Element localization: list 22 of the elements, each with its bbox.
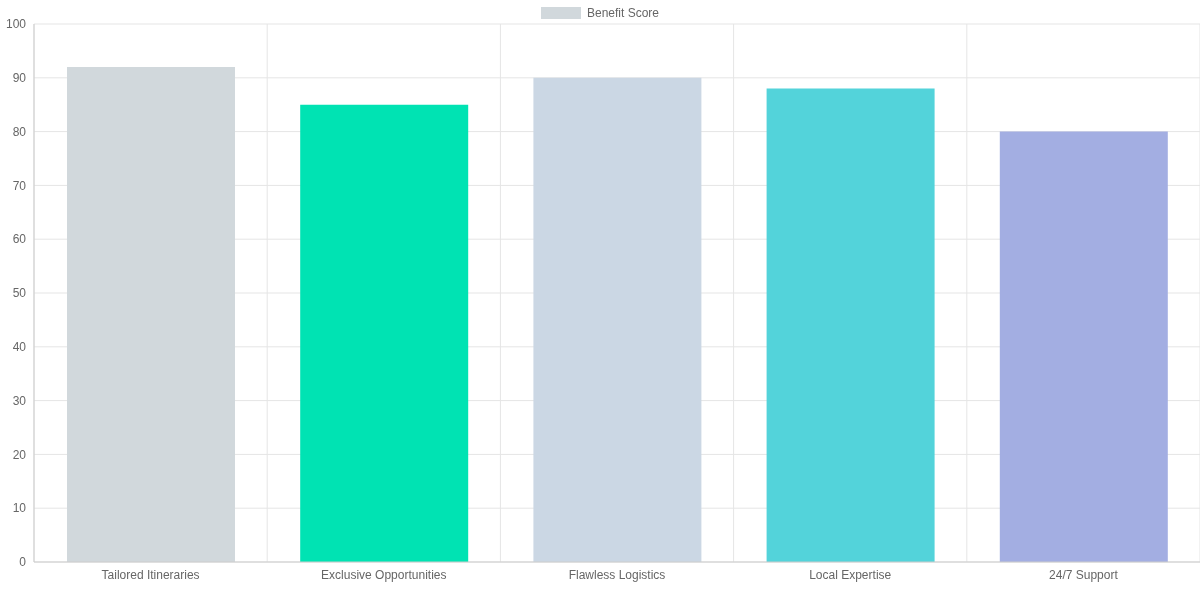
y-tick-label: 70 [12,178,27,193]
y-tick-label: 20 [12,447,27,462]
y-tick-label: 40 [12,340,27,355]
y-tick-label: 30 [12,393,27,408]
bar [999,131,1168,562]
y-tick-label: 60 [12,232,27,247]
bar [67,67,235,562]
y-tick-label: 90 [12,71,27,86]
bar [766,88,935,562]
y-tick-label: 50 [12,286,27,301]
x-tick-label: Tailored Itineraries [101,567,200,582]
legend-label: Benefit Score [586,6,660,20]
x-tick-label: Local Expertise [809,567,892,582]
y-tick-label: 100 [5,17,27,32]
x-tick-label: Exclusive Opportunities [321,567,447,582]
y-tick-label: 10 [12,501,27,516]
y-tick-label: 0 [19,555,27,570]
x-tick-label: Flawless Logistics [568,567,666,582]
x-tick-label: 24/7 Support [1049,567,1119,582]
y-tick-label: 80 [12,124,27,139]
bar [533,77,702,562]
bar [300,104,469,562]
